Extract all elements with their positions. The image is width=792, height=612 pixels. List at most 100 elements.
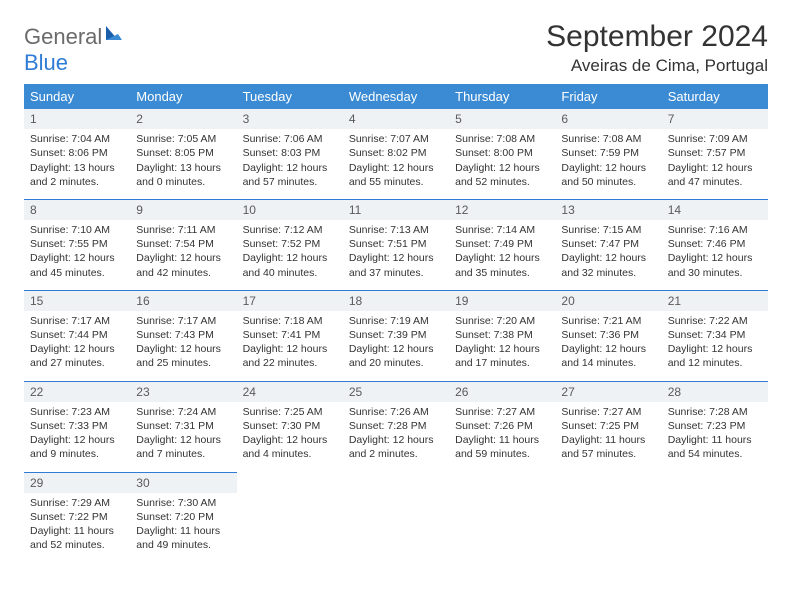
- sunset-line: Sunset: 7:26 PM: [455, 419, 549, 433]
- daylight-line: Daylight: 12 hours: [455, 251, 549, 265]
- sunrise-line: Sunrise: 7:30 AM: [136, 496, 230, 510]
- daylight-line: Daylight: 12 hours: [243, 161, 337, 175]
- calendar-day-cell: 27Sunrise: 7:27 AMSunset: 7:25 PMDayligh…: [555, 381, 661, 472]
- sunset-line: Sunset: 8:00 PM: [455, 146, 549, 160]
- weekday-header: Saturday: [662, 84, 768, 109]
- calendar-day-cell: 15Sunrise: 7:17 AMSunset: 7:44 PMDayligh…: [24, 290, 130, 381]
- daylight-line: Daylight: 11 hours: [561, 433, 655, 447]
- daylight-line: and 7 minutes.: [136, 447, 230, 461]
- day-number: 27: [555, 382, 661, 402]
- calendar-day-cell: 10Sunrise: 7:12 AMSunset: 7:52 PMDayligh…: [237, 199, 343, 290]
- daylight-line: and 52 minutes.: [30, 538, 124, 552]
- daylight-line: and 59 minutes.: [455, 447, 549, 461]
- day-number: 14: [662, 200, 768, 220]
- daylight-line: and 57 minutes.: [243, 175, 337, 189]
- daylight-line: Daylight: 12 hours: [668, 342, 762, 356]
- sunset-line: Sunset: 7:41 PM: [243, 328, 337, 342]
- calendar-week-row: 22Sunrise: 7:23 AMSunset: 7:33 PMDayligh…: [24, 381, 768, 472]
- month-title: September 2024: [546, 20, 768, 54]
- calendar-day-cell: 17Sunrise: 7:18 AMSunset: 7:41 PMDayligh…: [237, 290, 343, 381]
- day-number: 6: [555, 109, 661, 129]
- daylight-line: and 4 minutes.: [243, 447, 337, 461]
- calendar-day-cell: 11Sunrise: 7:13 AMSunset: 7:51 PMDayligh…: [343, 199, 449, 290]
- daylight-line: Daylight: 12 hours: [30, 433, 124, 447]
- calendar-day-cell: 25Sunrise: 7:26 AMSunset: 7:28 PMDayligh…: [343, 381, 449, 472]
- sunset-line: Sunset: 7:46 PM: [668, 237, 762, 251]
- daylight-line: and 20 minutes.: [349, 356, 443, 370]
- sunrise-line: Sunrise: 7:17 AM: [136, 314, 230, 328]
- day-number: 10: [237, 200, 343, 220]
- brand-logo: General Blue: [24, 20, 124, 76]
- daylight-line: Daylight: 12 hours: [455, 342, 549, 356]
- day-number: 9: [130, 200, 236, 220]
- daylight-line: and 50 minutes.: [561, 175, 655, 189]
- daylight-line: Daylight: 12 hours: [561, 251, 655, 265]
- sunset-line: Sunset: 7:55 PM: [30, 237, 124, 251]
- calendar-day-cell: 5Sunrise: 7:08 AMSunset: 8:00 PMDaylight…: [449, 109, 555, 199]
- daylight-line: Daylight: 13 hours: [30, 161, 124, 175]
- sunset-line: Sunset: 7:20 PM: [136, 510, 230, 524]
- sunset-line: Sunset: 7:47 PM: [561, 237, 655, 251]
- sunrise-line: Sunrise: 7:09 AM: [668, 132, 762, 146]
- daylight-line: and 42 minutes.: [136, 266, 230, 280]
- sunset-line: Sunset: 7:49 PM: [455, 237, 549, 251]
- sunrise-line: Sunrise: 7:05 AM: [136, 132, 230, 146]
- sunrise-line: Sunrise: 7:16 AM: [668, 223, 762, 237]
- sunset-line: Sunset: 8:03 PM: [243, 146, 337, 160]
- daylight-line: and 25 minutes.: [136, 356, 230, 370]
- day-number: 2: [130, 109, 236, 129]
- daylight-line: Daylight: 12 hours: [455, 161, 549, 175]
- daylight-line: Daylight: 13 hours: [136, 161, 230, 175]
- daylight-line: and 49 minutes.: [136, 538, 230, 552]
- sunrise-line: Sunrise: 7:17 AM: [30, 314, 124, 328]
- weekday-header: Sunday: [24, 84, 130, 109]
- daylight-line: Daylight: 12 hours: [561, 342, 655, 356]
- calendar-day-cell: 18Sunrise: 7:19 AMSunset: 7:39 PMDayligh…: [343, 290, 449, 381]
- sunset-line: Sunset: 8:02 PM: [349, 146, 443, 160]
- daylight-line: Daylight: 12 hours: [668, 161, 762, 175]
- sunset-line: Sunset: 7:43 PM: [136, 328, 230, 342]
- sunrise-line: Sunrise: 7:20 AM: [455, 314, 549, 328]
- day-number: 11: [343, 200, 449, 220]
- daylight-line: and 22 minutes.: [243, 356, 337, 370]
- day-number: 29: [24, 473, 130, 493]
- sunrise-line: Sunrise: 7:15 AM: [561, 223, 655, 237]
- calendar-day-cell: 22Sunrise: 7:23 AMSunset: 7:33 PMDayligh…: [24, 381, 130, 472]
- day-number: 28: [662, 382, 768, 402]
- sunrise-line: Sunrise: 7:22 AM: [668, 314, 762, 328]
- sunrise-line: Sunrise: 7:06 AM: [243, 132, 337, 146]
- sunset-line: Sunset: 7:28 PM: [349, 419, 443, 433]
- location-label: Aveiras de Cima, Portugal: [546, 56, 768, 76]
- calendar-day-cell: [555, 472, 661, 562]
- daylight-line: and 17 minutes.: [455, 356, 549, 370]
- sunrise-line: Sunrise: 7:26 AM: [349, 405, 443, 419]
- sunrise-line: Sunrise: 7:23 AM: [30, 405, 124, 419]
- day-number: 15: [24, 291, 130, 311]
- day-number: 23: [130, 382, 236, 402]
- day-number: 17: [237, 291, 343, 311]
- daylight-line: Daylight: 12 hours: [136, 251, 230, 265]
- calendar-day-cell: 12Sunrise: 7:14 AMSunset: 7:49 PMDayligh…: [449, 199, 555, 290]
- calendar-day-cell: 29Sunrise: 7:29 AMSunset: 7:22 PMDayligh…: [24, 472, 130, 562]
- daylight-line: Daylight: 12 hours: [243, 251, 337, 265]
- daylight-line: and 2 minutes.: [349, 447, 443, 461]
- calendar-day-cell: 6Sunrise: 7:08 AMSunset: 7:59 PMDaylight…: [555, 109, 661, 199]
- sunset-line: Sunset: 7:59 PM: [561, 146, 655, 160]
- title-block: September 2024 Aveiras de Cima, Portugal: [546, 20, 768, 76]
- sunrise-line: Sunrise: 7:08 AM: [561, 132, 655, 146]
- sunset-line: Sunset: 7:57 PM: [668, 146, 762, 160]
- sunset-line: Sunset: 7:33 PM: [30, 419, 124, 433]
- daylight-line: Daylight: 12 hours: [136, 433, 230, 447]
- daylight-line: and 27 minutes.: [30, 356, 124, 370]
- calendar-day-cell: [449, 472, 555, 562]
- brand-text-2: Blue: [24, 50, 68, 75]
- daylight-line: and 57 minutes.: [561, 447, 655, 461]
- sunrise-line: Sunrise: 7:21 AM: [561, 314, 655, 328]
- daylight-line: Daylight: 12 hours: [349, 251, 443, 265]
- daylight-line: Daylight: 12 hours: [349, 161, 443, 175]
- sunset-line: Sunset: 7:36 PM: [561, 328, 655, 342]
- weekday-header: Wednesday: [343, 84, 449, 109]
- sunset-line: Sunset: 7:51 PM: [349, 237, 443, 251]
- day-number: 19: [449, 291, 555, 311]
- calendar-day-cell: 16Sunrise: 7:17 AMSunset: 7:43 PMDayligh…: [130, 290, 236, 381]
